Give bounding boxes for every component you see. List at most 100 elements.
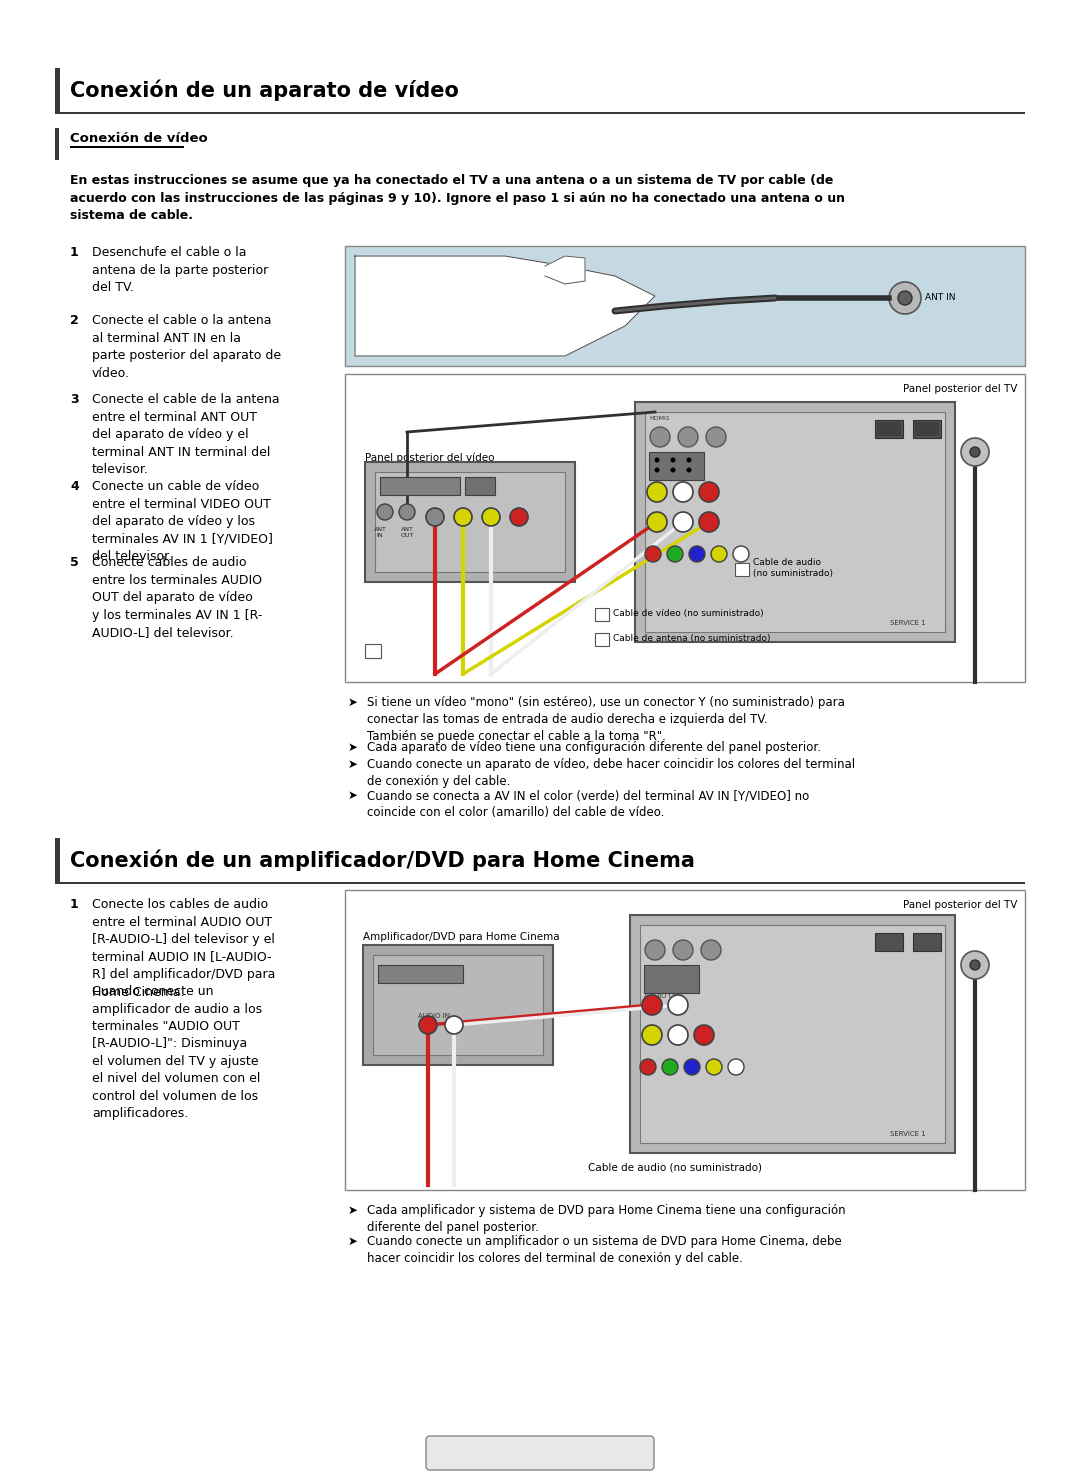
Text: ANT
OUT: ANT OUT — [401, 528, 414, 538]
Text: ➤: ➤ — [348, 789, 357, 802]
Bar — [55, 112, 1025, 113]
Text: Panel posterior del vídeo: Panel posterior del vídeo — [365, 453, 495, 463]
Text: Cuando conecte un aparato de vídeo, debe hacer coincidir los colores del termina: Cuando conecte un aparato de vídeo, debe… — [367, 758, 855, 789]
Text: Conecte el cable o la antena
al terminal ANT IN en la
parte posterior del aparat: Conecte el cable o la antena al terminal… — [92, 314, 281, 379]
Circle shape — [970, 960, 980, 970]
Bar — [875, 420, 903, 438]
Text: Desenchufe el cable o la
antena de la parte posterior
del TV.: Desenchufe el cable o la antena de la pa… — [92, 246, 268, 293]
Circle shape — [669, 995, 688, 1016]
Text: Cuando conecte un amplificador o un sistema de DVD para Home Cinema, debe
hacer : Cuando conecte un amplificador o un sist… — [367, 1235, 841, 1265]
Bar — [640, 926, 945, 1142]
FancyBboxPatch shape — [426, 1436, 654, 1470]
Circle shape — [445, 1016, 463, 1033]
Text: AUDIO IN: AUDIO IN — [418, 1013, 450, 1019]
Text: Conexión de vídeo: Conexión de vídeo — [70, 133, 207, 144]
Circle shape — [426, 509, 444, 526]
Polygon shape — [355, 256, 654, 357]
Text: ➤: ➤ — [348, 696, 357, 709]
Text: Cable de audio
(no suministrado): Cable de audio (no suministrado) — [753, 559, 833, 578]
Bar — [644, 965, 699, 993]
Bar — [630, 915, 955, 1153]
Circle shape — [678, 427, 698, 447]
Circle shape — [642, 995, 662, 1016]
Bar — [365, 461, 575, 582]
Circle shape — [699, 482, 719, 503]
Text: Panel posterior del TV: Panel posterior del TV — [903, 385, 1017, 394]
Text: Cada aparato de vídeo tiene una configuración diferente del panel posterior.: Cada aparato de vídeo tiene una configur… — [367, 740, 821, 753]
Text: SERVICE 1: SERVICE 1 — [890, 1131, 926, 1136]
Circle shape — [889, 282, 921, 314]
Bar — [345, 374, 1025, 682]
Text: SERVICE 1: SERVICE 1 — [890, 621, 926, 626]
Text: 3: 3 — [599, 634, 605, 644]
Text: 4: 4 — [70, 481, 79, 492]
Bar — [378, 965, 463, 983]
Text: ➤: ➤ — [348, 1204, 357, 1218]
Circle shape — [970, 447, 980, 457]
Text: Conecte el cable de la antena
entre el terminal ANT OUT
del aparato de vídeo y e: Conecte el cable de la antena entre el t… — [92, 394, 280, 476]
Bar — [913, 933, 941, 951]
Circle shape — [711, 545, 727, 562]
Circle shape — [706, 1058, 723, 1075]
Bar — [635, 402, 955, 643]
Bar — [373, 955, 543, 1055]
Bar — [55, 68, 60, 112]
Text: ➤: ➤ — [348, 758, 357, 771]
Circle shape — [645, 940, 665, 960]
Bar — [915, 422, 939, 436]
Circle shape — [733, 545, 750, 562]
Circle shape — [671, 467, 675, 473]
Circle shape — [687, 457, 691, 463]
Bar — [595, 607, 609, 621]
Text: 1: 1 — [70, 246, 79, 259]
Bar — [735, 563, 750, 576]
Circle shape — [897, 290, 912, 305]
Circle shape — [961, 438, 989, 466]
Circle shape — [687, 467, 691, 473]
Text: Conexión de un aparato de vídeo: Conexión de un aparato de vídeo — [70, 80, 459, 100]
Bar — [55, 881, 1025, 884]
Text: Cuando conecte un
amplificador de audio a los
terminales "AUDIO OUT
[R-AUDIO-L]": Cuando conecte un amplificador de audio … — [92, 985, 262, 1120]
Text: Conecte los cables de audio
entre el terminal AUDIO OUT
[R-AUDIO-L] del televiso: Conecte los cables de audio entre el ter… — [92, 898, 275, 998]
Bar — [55, 839, 1025, 881]
Circle shape — [961, 951, 989, 979]
Circle shape — [673, 511, 693, 532]
Circle shape — [419, 1016, 437, 1033]
Text: 4: 4 — [599, 610, 605, 619]
Bar — [70, 146, 184, 147]
Bar — [345, 890, 1025, 1190]
Circle shape — [654, 467, 660, 473]
Text: ANT IN: ANT IN — [924, 293, 956, 302]
Circle shape — [510, 509, 528, 526]
Text: 5: 5 — [739, 565, 745, 573]
Circle shape — [642, 1024, 662, 1045]
Circle shape — [673, 482, 693, 503]
Text: Cable de antena (no suministrado): Cable de antena (no suministrado) — [613, 634, 770, 643]
Circle shape — [673, 940, 693, 960]
Bar — [380, 478, 460, 495]
Text: Amplificador/DVD para Home Cinema: Amplificador/DVD para Home Cinema — [363, 932, 559, 942]
Text: ANT
IN: ANT IN — [374, 528, 387, 538]
Text: Cuando se conecta a AV IN el color (verde) del terminal AV IN [Y/VIDEO] no
coinc: Cuando se conecta a AV IN el color (verd… — [367, 789, 809, 820]
Circle shape — [640, 1058, 656, 1075]
Bar — [645, 413, 945, 632]
Text: 1: 1 — [70, 898, 79, 911]
Circle shape — [694, 1024, 714, 1045]
Circle shape — [654, 457, 660, 463]
Text: Conexión de un amplificador/DVD para Home Cinema: Conexión de un amplificador/DVD para Hom… — [70, 849, 694, 871]
Text: Cada amplificador y sistema de DVD para Home Cinema tiene una configuración
dife: Cada amplificador y sistema de DVD para … — [367, 1204, 846, 1234]
Bar — [55, 68, 1025, 112]
Bar — [913, 420, 941, 438]
Circle shape — [454, 509, 472, 526]
Text: Si tiene un vídeo "mono" (sin estéreo), use un conector Y (no suministrado) para: Si tiene un vídeo "mono" (sin estéreo), … — [367, 696, 845, 743]
Circle shape — [377, 504, 393, 520]
Circle shape — [647, 511, 667, 532]
Circle shape — [667, 545, 683, 562]
Text: Conecte cables de audio
entre los terminales AUDIO
OUT del aparato de vídeo
y lo: Conecte cables de audio entre los termin… — [92, 556, 262, 640]
Text: Panel posterior del TV: Panel posterior del TV — [903, 901, 1017, 909]
Circle shape — [728, 1058, 744, 1075]
Text: AUDIO OUT: AUDIO OUT — [644, 993, 684, 999]
Bar — [365, 644, 381, 657]
Circle shape — [671, 457, 675, 463]
Text: 3: 3 — [70, 394, 79, 405]
